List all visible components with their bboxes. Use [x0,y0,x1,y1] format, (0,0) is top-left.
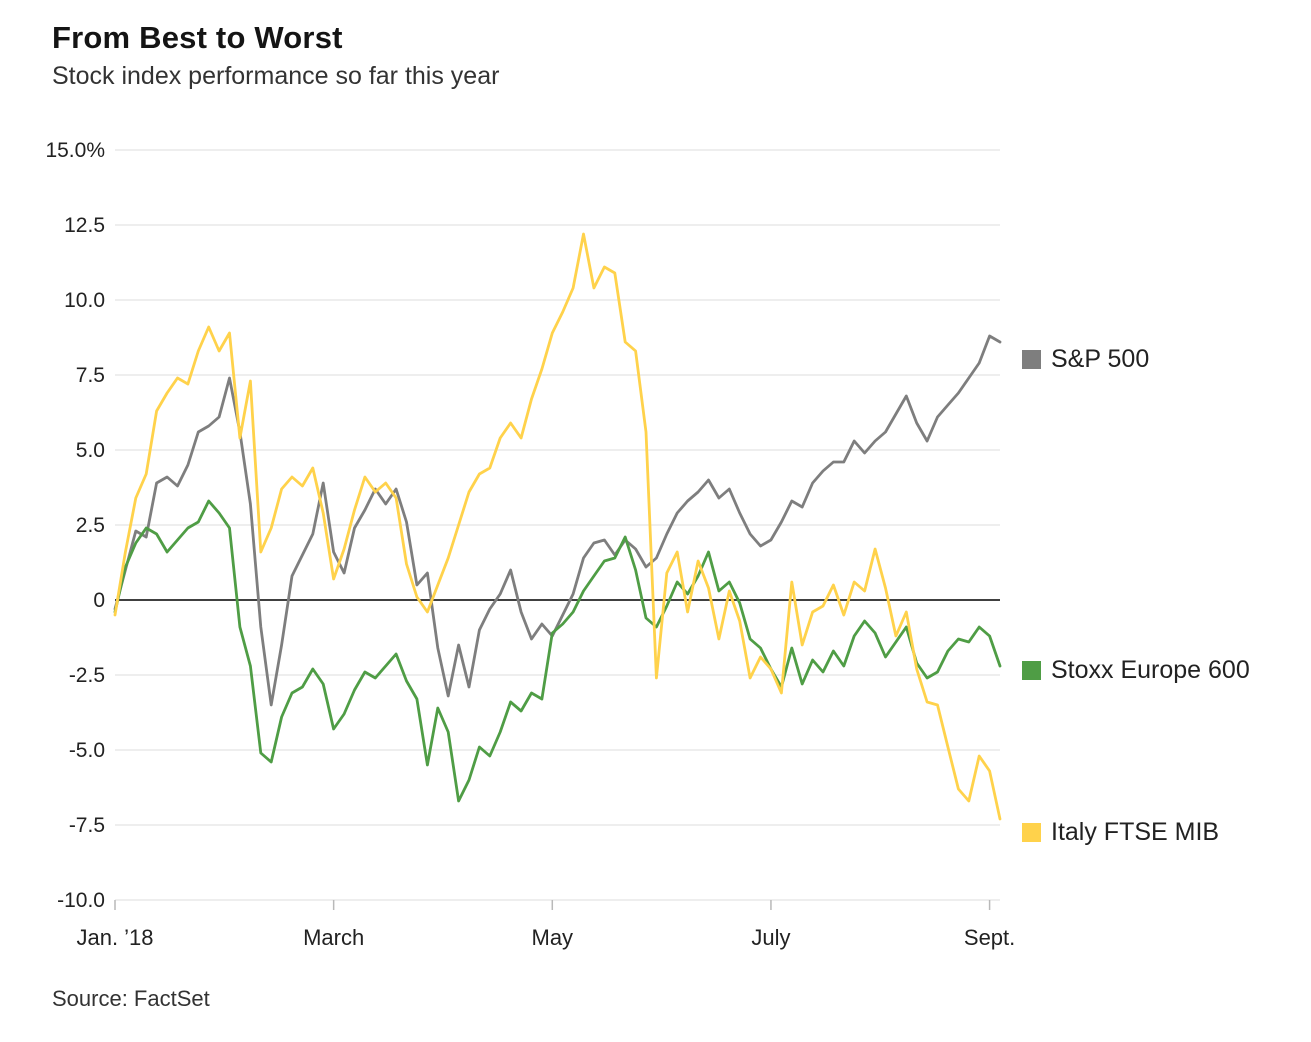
source-note: Source: FactSet [52,986,210,1011]
legend-swatch-sp-500 [1022,350,1041,369]
legend-label-sp-500: S&P 500 [1051,345,1150,373]
y-tick-label: 7.5 [76,364,105,387]
y-tick-label: 12.5 [64,214,105,237]
y-tick-label: -10.0 [57,889,105,912]
legend-item-italy-ftse-mib: Italy FTSE MIB [1022,818,1219,847]
y-tick-label: 10.0 [64,289,105,312]
y-tick-label: -5.0 [69,739,105,762]
chart-title: From Best to Worst [52,20,343,55]
y-tick-label: -7.5 [69,814,105,837]
x-tick-label: Sept. [964,925,1015,950]
x-tick-label: Jan. ’18 [76,925,153,950]
x-tick-label: July [751,925,790,950]
legend-swatch-italy-ftse-mib [1022,823,1041,842]
legend-item-sp-500: S&P 500 [1022,345,1149,374]
series-line-stoxx-europe-600 [113,499,1002,803]
legend-swatch-stoxx-europe-600 [1022,661,1041,680]
x-tick-label: March [303,925,364,950]
legend-label-italy-ftse-mib: Italy FTSE MIB [1051,818,1220,846]
series-line-italy-ftse-mib [113,232,1002,821]
legend-label-stoxx-europe-600: Stoxx Europe 600 [1051,656,1250,684]
series-line-s-p-500 [113,334,1002,707]
y-tick-label: 5.0 [76,439,105,462]
x-tick-label: May [532,925,574,950]
legend-item-stoxx-europe-600: Stoxx Europe 600 [1022,656,1250,685]
y-tick-label: -2.5 [69,664,105,687]
y-tick-label: 2.5 [76,514,105,537]
y-tick-label: 0 [93,589,105,612]
y-tick-label: 15.0% [45,139,105,162]
chart-subtitle: Stock index performance so far this year [52,62,500,90]
